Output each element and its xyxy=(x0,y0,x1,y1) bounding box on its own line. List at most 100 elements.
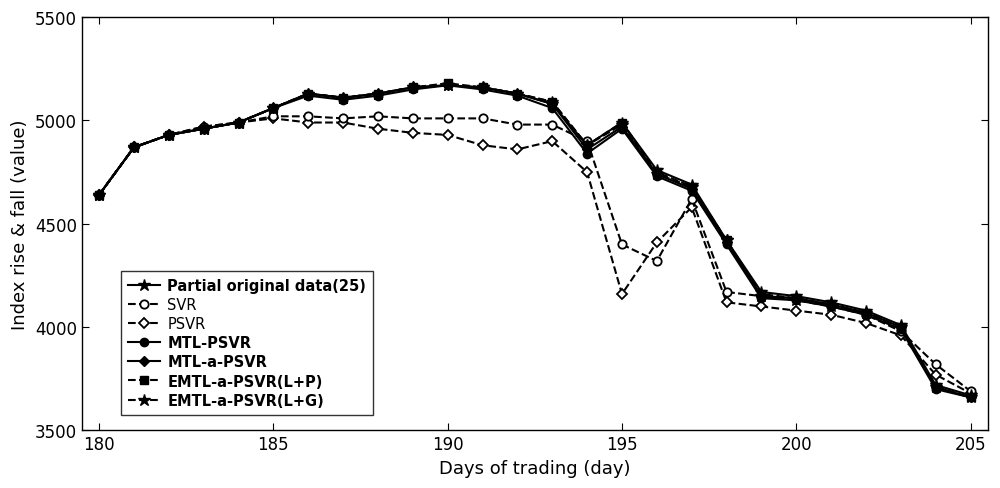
SVR xyxy=(755,294,767,300)
SVR xyxy=(930,362,942,367)
MTL-a-PSVR xyxy=(860,310,872,316)
PSVR xyxy=(930,372,942,378)
MTL-PSVR xyxy=(372,94,384,100)
MTL-a-PSVR xyxy=(686,186,698,192)
MTL-a-PSVR xyxy=(163,133,175,139)
Partial original data(25) xyxy=(198,126,210,132)
MTL-PSVR xyxy=(581,151,593,157)
SVR xyxy=(581,139,593,145)
PSVR xyxy=(198,124,210,130)
MTL-PSVR xyxy=(128,145,140,151)
Partial original data(25) xyxy=(128,145,140,151)
MTL-PSVR xyxy=(546,106,558,112)
MTL-a-PSVR xyxy=(965,395,977,401)
EMTL-a-PSVR(L+G) xyxy=(721,238,733,244)
Partial original data(25) xyxy=(477,85,489,91)
Partial original data(25) xyxy=(163,133,175,139)
EMTL-a-PSVR(L+G) xyxy=(581,143,593,149)
MTL-PSVR xyxy=(93,193,105,199)
EMTL-a-PSVR(L+P) xyxy=(163,133,175,139)
MTL-a-PSVR xyxy=(407,85,419,91)
Line: EMTL-a-PSVR(L+G): EMTL-a-PSVR(L+G) xyxy=(93,80,977,404)
MTL-PSVR xyxy=(895,326,907,332)
EMTL-a-PSVR(L+P) xyxy=(686,184,698,190)
SVR xyxy=(302,114,314,120)
MTL-PSVR xyxy=(616,126,628,132)
PSVR xyxy=(686,205,698,211)
MTL-PSVR xyxy=(442,83,454,89)
PSVR xyxy=(965,390,977,396)
SVR xyxy=(163,133,175,139)
Partial original data(25) xyxy=(616,121,628,126)
PSVR xyxy=(581,170,593,176)
EMTL-a-PSVR(L+P) xyxy=(825,302,837,308)
Partial original data(25) xyxy=(233,121,245,126)
PSVR xyxy=(546,139,558,145)
Partial original data(25) xyxy=(302,91,314,97)
SVR xyxy=(372,114,384,120)
PSVR xyxy=(860,321,872,326)
PSVR xyxy=(790,308,802,314)
Line: MTL-PSVR: MTL-PSVR xyxy=(95,82,975,402)
SVR xyxy=(616,242,628,248)
EMTL-a-PSVR(L+G) xyxy=(407,85,419,91)
EMTL-a-PSVR(L+P) xyxy=(511,91,523,97)
Partial original data(25) xyxy=(860,308,872,314)
Partial original data(25) xyxy=(930,382,942,388)
MTL-PSVR xyxy=(721,242,733,248)
Line: SVR: SVR xyxy=(95,113,975,396)
EMTL-a-PSVR(L+P) xyxy=(372,91,384,97)
MTL-a-PSVR xyxy=(442,83,454,89)
Partial original data(25) xyxy=(93,193,105,199)
Partial original data(25) xyxy=(755,289,767,295)
EMTL-a-PSVR(L+P) xyxy=(895,325,907,330)
EMTL-a-PSVR(L+P) xyxy=(337,96,349,102)
Partial original data(25) xyxy=(651,168,663,174)
EMTL-a-PSVR(L+P) xyxy=(860,310,872,316)
MTL-a-PSVR xyxy=(616,124,628,130)
EMTL-a-PSVR(L+G) xyxy=(686,184,698,190)
MTL-a-PSVR xyxy=(477,85,489,91)
MTL-PSVR xyxy=(755,296,767,302)
PSVR xyxy=(407,131,419,137)
MTL-a-PSVR xyxy=(755,294,767,300)
MTL-a-PSVR xyxy=(267,106,279,112)
SVR xyxy=(651,259,663,264)
Partial original data(25) xyxy=(895,323,907,328)
Legend: Partial original data(25), SVR, PSVR, MTL-PSVR, MTL-a-PSVR, EMTL-a-PSVR(L+P), EM: Partial original data(25), SVR, PSVR, MT… xyxy=(121,271,373,415)
EMTL-a-PSVR(L+P) xyxy=(407,85,419,91)
Y-axis label: Index rise & fall (value): Index rise & fall (value) xyxy=(11,119,29,329)
SVR xyxy=(825,304,837,310)
Partial original data(25) xyxy=(511,91,523,97)
EMTL-a-PSVR(L+P) xyxy=(233,121,245,126)
PSVR xyxy=(511,147,523,153)
EMTL-a-PSVR(L+G) xyxy=(302,91,314,97)
EMTL-a-PSVR(L+G) xyxy=(860,310,872,316)
MTL-a-PSVR xyxy=(721,240,733,246)
EMTL-a-PSVR(L+P) xyxy=(442,81,454,87)
MTL-PSVR xyxy=(930,386,942,392)
Partial original data(25) xyxy=(267,106,279,112)
Partial original data(25) xyxy=(442,83,454,89)
MTL-a-PSVR xyxy=(930,385,942,390)
MTL-PSVR xyxy=(790,298,802,304)
MTL-PSVR xyxy=(163,133,175,139)
PSVR xyxy=(372,126,384,132)
EMTL-a-PSVR(L+G) xyxy=(372,91,384,97)
Partial original data(25) xyxy=(581,143,593,149)
EMTL-a-PSVR(L+G) xyxy=(616,122,628,128)
EMTL-a-PSVR(L+G) xyxy=(128,145,140,151)
SVR xyxy=(721,289,733,295)
MTL-a-PSVR xyxy=(825,302,837,308)
EMTL-a-PSVR(L+G) xyxy=(163,133,175,139)
PSVR xyxy=(755,304,767,310)
EMTL-a-PSVR(L+P) xyxy=(477,85,489,91)
SVR xyxy=(267,114,279,120)
MTL-PSVR xyxy=(651,174,663,180)
PSVR xyxy=(477,143,489,149)
MTL-a-PSVR xyxy=(651,172,663,178)
EMTL-a-PSVR(L+P) xyxy=(755,291,767,297)
MTL-a-PSVR xyxy=(337,96,349,102)
PSVR xyxy=(128,145,140,151)
Partial original data(25) xyxy=(790,294,802,300)
